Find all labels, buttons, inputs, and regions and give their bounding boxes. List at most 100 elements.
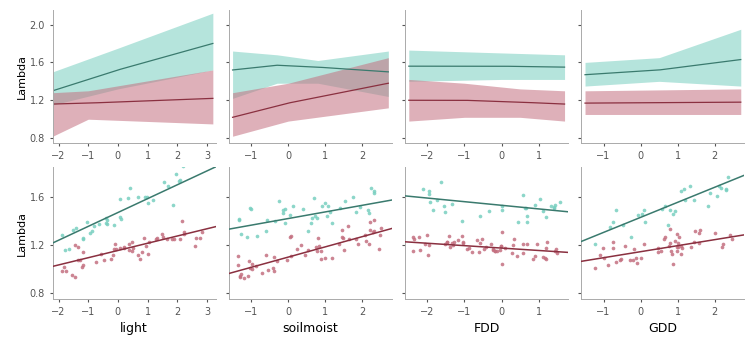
Point: [669, 208, 681, 214]
Point: [672, 244, 684, 249]
Point: [607, 239, 619, 245]
Point: [271, 259, 284, 264]
Point: [244, 205, 256, 211]
Point: [447, 239, 459, 245]
Point: [88, 223, 100, 229]
Point: [611, 207, 623, 213]
Point: [333, 241, 345, 247]
Point: [284, 212, 296, 217]
Point: [337, 235, 349, 241]
Point: [658, 237, 670, 242]
Point: [101, 220, 113, 225]
Point: [158, 179, 170, 185]
Point: [135, 257, 147, 262]
Point: [374, 225, 387, 230]
Point: [123, 247, 135, 253]
Point: [423, 188, 435, 193]
Point: [147, 197, 159, 203]
Point: [72, 257, 84, 262]
Point: [89, 259, 102, 265]
Y-axis label: Lambda: Lambda: [17, 54, 27, 99]
Point: [590, 241, 602, 247]
Point: [260, 228, 272, 233]
Point: [241, 234, 253, 239]
Point: [687, 239, 699, 245]
Point: [285, 233, 297, 238]
Point: [368, 191, 380, 196]
Point: [720, 187, 732, 192]
Point: [446, 201, 458, 207]
X-axis label: GDD: GDD: [648, 322, 678, 335]
Point: [77, 262, 89, 268]
Point: [671, 231, 683, 237]
X-axis label: light: light: [120, 322, 148, 335]
Point: [235, 231, 247, 237]
Point: [439, 209, 451, 214]
Point: [485, 241, 497, 247]
Point: [319, 256, 331, 261]
Point: [548, 205, 560, 211]
Point: [673, 234, 685, 240]
Point: [350, 209, 362, 214]
Point: [723, 233, 735, 238]
Point: [334, 205, 346, 210]
Point: [599, 256, 611, 261]
Point: [71, 225, 83, 230]
Point: [77, 249, 89, 255]
Point: [296, 243, 308, 248]
Point: [177, 218, 189, 224]
Point: [374, 232, 387, 238]
Point: [632, 213, 644, 218]
Point: [660, 235, 672, 240]
Point: [189, 243, 201, 249]
Point: [234, 273, 246, 279]
Point: [262, 217, 274, 223]
Point: [671, 244, 683, 249]
Point: [534, 196, 546, 201]
Point: [687, 197, 699, 203]
Point: [478, 246, 490, 252]
Point: [685, 244, 697, 249]
Point: [347, 194, 359, 200]
Point: [540, 257, 552, 262]
Point: [251, 233, 263, 238]
Point: [174, 177, 186, 183]
Point: [489, 248, 501, 253]
Point: [108, 241, 120, 247]
Point: [675, 243, 687, 248]
Point: [444, 245, 456, 250]
Point: [232, 253, 244, 258]
Point: [259, 252, 271, 258]
Point: [279, 206, 291, 211]
Point: [651, 249, 663, 255]
Point: [238, 275, 250, 281]
Point: [162, 183, 174, 189]
Point: [490, 249, 502, 254]
Point: [277, 211, 289, 216]
Point: [93, 222, 105, 227]
Point: [666, 251, 678, 257]
Point: [108, 222, 120, 228]
Point: [672, 240, 684, 246]
Point: [126, 245, 138, 250]
Point: [675, 251, 687, 257]
Point: [243, 258, 255, 264]
Point: [489, 248, 501, 254]
Point: [118, 245, 130, 250]
Point: [108, 246, 120, 251]
Point: [456, 234, 468, 239]
Point: [95, 251, 107, 257]
Point: [126, 248, 138, 254]
Point: [607, 245, 619, 250]
Point: [520, 205, 532, 211]
Point: [81, 219, 93, 224]
Point: [607, 220, 619, 225]
Point: [662, 222, 674, 227]
Point: [167, 202, 179, 207]
Point: [664, 208, 676, 213]
Point: [602, 262, 614, 268]
Point: [550, 246, 562, 251]
Point: [699, 154, 711, 160]
Point: [689, 228, 701, 234]
Point: [311, 215, 323, 221]
